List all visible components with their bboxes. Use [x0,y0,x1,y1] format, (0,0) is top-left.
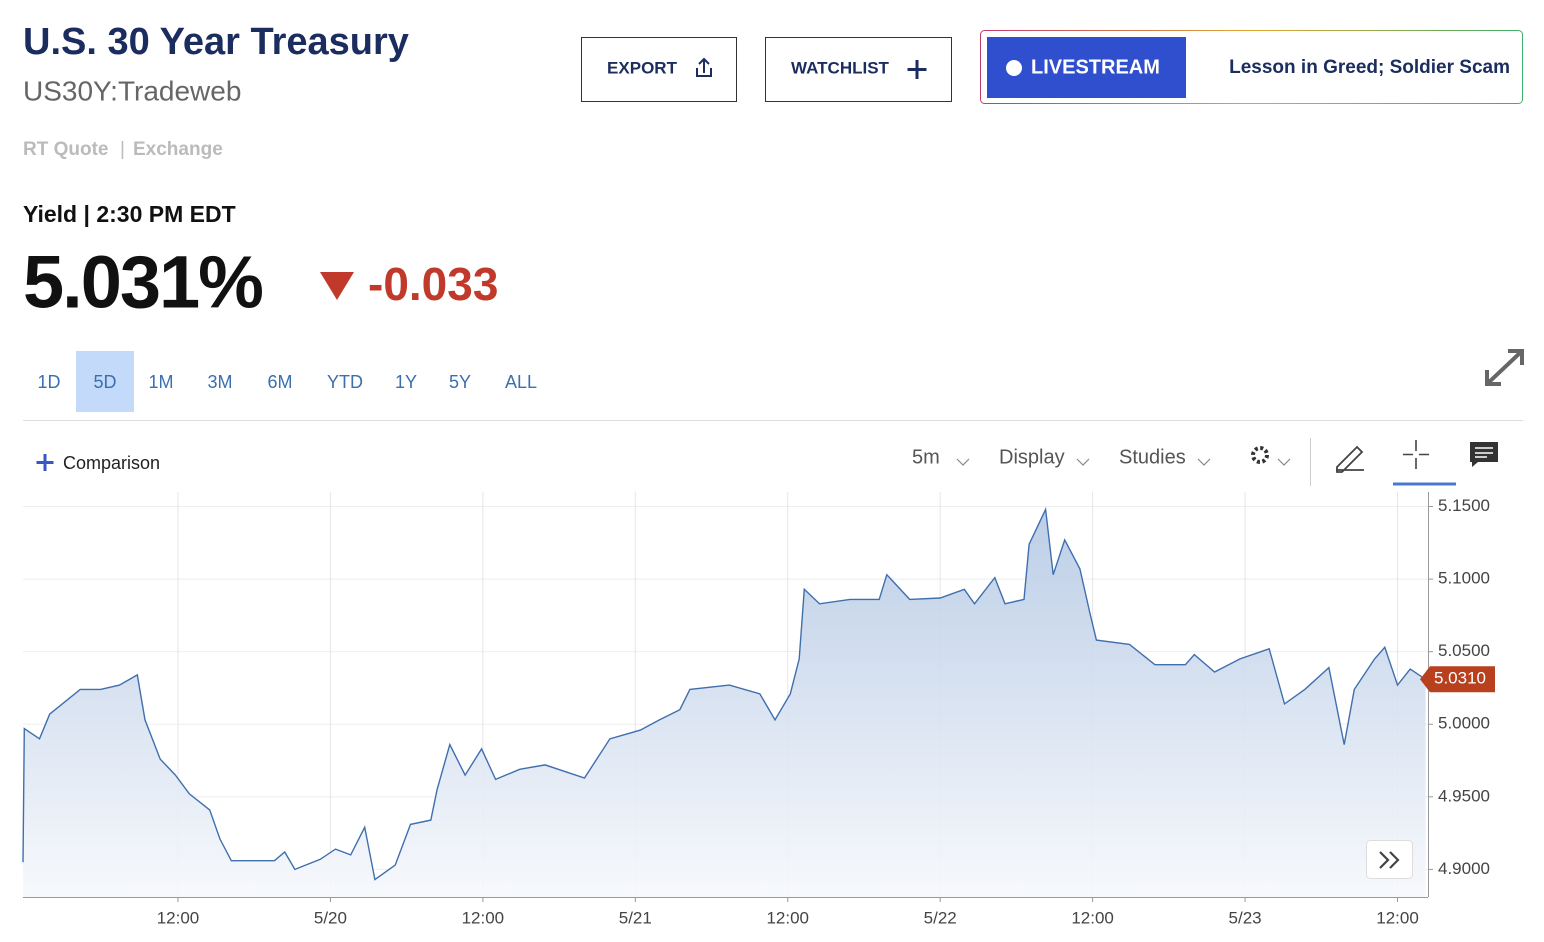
scroll-button[interactable] [1366,840,1413,879]
export-icon [696,57,712,77]
display[interactable]: Display [999,446,1065,468]
comparison[interactable]: Comparison [63,453,160,473]
tab-selected[interactable] [76,351,134,412]
dropdown-carets [956,458,1291,466]
quote-label: Yield | 2:30 PM EDT [23,201,236,227]
range-tab[interactable]: 1D [37,372,60,392]
venue: Exchange [133,139,223,160]
area-fill [23,509,1426,897]
last-price-label: 5.0310 [1434,669,1486,688]
x-tick-label: 5/21 [619,908,652,927]
x-tick-label: 12:00 [1376,908,1419,927]
title: U.S. 30 Year Treasury [23,21,409,63]
x-tick-label: 12:00 [1071,908,1114,927]
range-tab[interactable]: 5Y [449,372,471,392]
x-tick-label: 12:00 [766,908,809,927]
range-tab[interactable]: 5D [93,372,116,392]
symbol: US30Y:Tradeweb [23,75,241,106]
chart: 4.9000 4.9500 5.0000 5.0500 5.1000 5.1500 12:0… [22,492,1495,927]
x-tick-label: 5/20 [314,908,347,927]
range-tab[interactable]: 1M [148,372,173,392]
plus-icon [907,60,927,79]
studies[interactable]: Studies [1119,446,1186,468]
headline[interactable]: Lesson in Greed; Soldier Scam [1229,57,1510,78]
comment-lines [1475,447,1493,458]
range-tab[interactable]: 3M [207,372,232,392]
x-tick-label: 5/23 [1229,908,1262,927]
y-tick-label: 5.0500 [1438,641,1490,660]
interval[interactable]: 5m [912,446,940,468]
livestream-label[interactable]: LIVESTREAM [1031,56,1160,78]
x-tick-label: 5/22 [924,908,957,927]
comment-icon[interactable] [1470,442,1498,467]
watchlist-label[interactable]: WATCHLIST [791,58,890,77]
last-price-tag [1420,666,1495,693]
y-tick-label: 5.1500 [1438,496,1490,515]
change: -0.033 [368,258,498,310]
range-tabs: 1D 5D 1M 3M 6M YTD 1Y 5Y ALL [37,351,537,412]
y-tick-label: 4.9000 [1438,859,1490,878]
comparison-plus[interactable] [36,454,54,471]
x-tick-label: 12:00 [157,908,200,927]
range-tab[interactable]: ALL [505,372,537,392]
export-label[interactable]: EXPORT [607,58,678,77]
range-tab[interactable]: 6M [267,372,292,392]
price: 5.031% [23,241,262,324]
draw-icon[interactable] [1336,445,1364,473]
expand-icon[interactable] [1485,349,1524,386]
scroll-icon [1379,851,1400,869]
source: RT Quote [23,139,109,160]
y-tick-label: 4.9500 [1438,786,1490,805]
range-tab[interactable]: 1Y [395,372,417,392]
down-arrow [320,272,354,300]
settings-icon[interactable] [1251,446,1269,464]
y-tick-label: 5.1000 [1438,569,1490,588]
separator: | [120,139,125,160]
y-tick-label: 5.0000 [1438,714,1490,733]
x-tick-label: 12:00 [462,908,505,927]
range-tab[interactable]: YTD [327,372,363,392]
crosshair-icon[interactable] [1403,440,1429,469]
live-dot [1006,60,1022,76]
price-line [22,506,1426,881]
